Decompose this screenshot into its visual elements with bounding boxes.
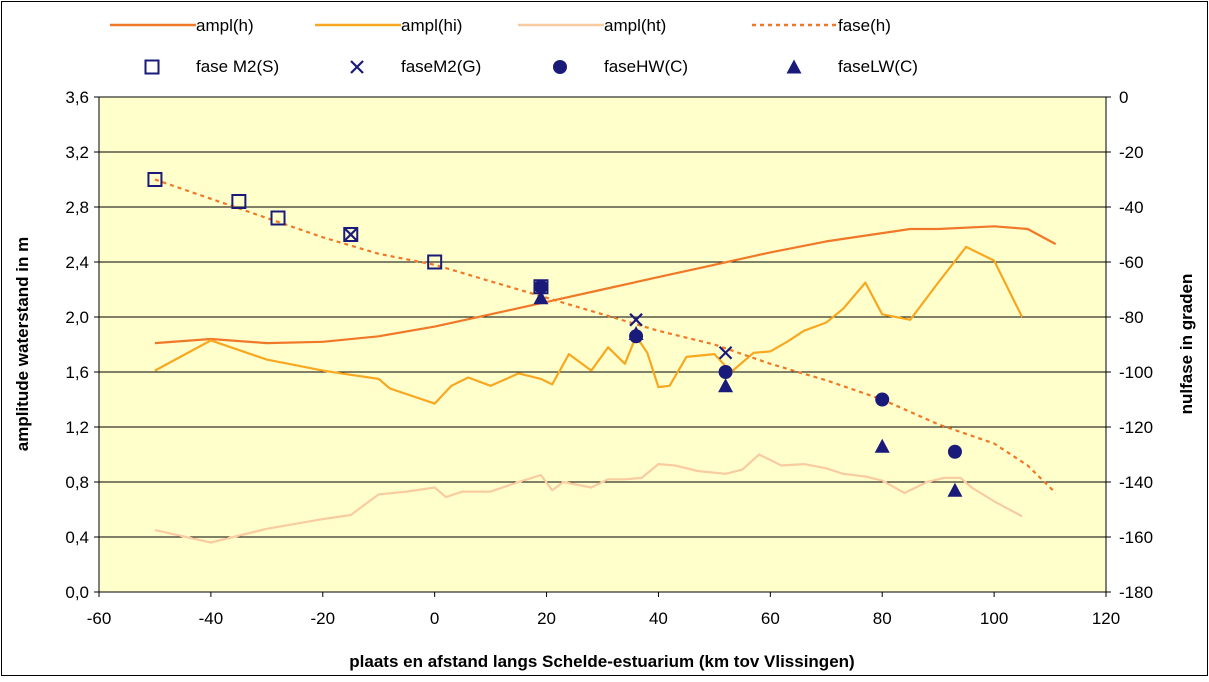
legend-label: ampl(ht) (604, 16, 666, 35)
data-point (533, 279, 548, 294)
legend-item: fase(h) (752, 16, 891, 35)
series-layer (147, 172, 1057, 544)
y-tick-label: 0,8 (65, 473, 89, 492)
series-faselw-c (533, 290, 963, 497)
x-tick-label: 80 (873, 609, 892, 628)
data-point (147, 172, 163, 187)
y-axis-label: amplitude waterstand in m (13, 237, 32, 451)
legend-item: faseLW(C) (786, 57, 918, 76)
y-tick-label: 0,4 (65, 528, 89, 547)
marker-stroke (718, 345, 733, 360)
legend-item: ampl(hi) (315, 16, 462, 35)
legend: ampl(h) ampl(hi) ampl(ht) fase(h) fase M2(S)… (110, 16, 918, 76)
series-fasem2-g (343, 227, 733, 360)
y-tick-label: 2,8 (65, 198, 89, 217)
data-point (343, 227, 358, 242)
data-point (533, 290, 549, 305)
legend-swatch (350, 60, 364, 74)
x-tick-label: 0 (430, 609, 439, 628)
series-fase-h (154, 178, 1057, 494)
y-tick-label: 3,2 (65, 143, 89, 162)
y-tick-label: 1,6 (65, 363, 89, 382)
legend-label: fase M2(S) (196, 57, 279, 76)
data-point (874, 438, 890, 453)
legend-item: faseHW(C) (553, 57, 688, 76)
y2-tick-label: 0 (1119, 88, 1128, 107)
x-tick-label: 120 (1092, 609, 1120, 628)
axes: 0,0 0,4 0,8 1,2 1,6 2,0 2,4 2,8 3,2 3,6 -180 -160 -1… (65, 88, 1153, 628)
y2-tick-label: -60 (1119, 253, 1144, 272)
data-point (343, 227, 359, 242)
y2-tick-label: -20 (1119, 143, 1144, 162)
series-ampl-h (154, 225, 1057, 345)
x-tick-label: -60 (87, 609, 112, 628)
data-point (231, 194, 247, 209)
data-point (629, 312, 643, 327)
data-point (628, 326, 644, 340)
data-point (718, 345, 733, 360)
data-point (875, 392, 890, 407)
legend-swatch (144, 59, 160, 75)
legend-label: faseHW(C) (604, 57, 688, 76)
legend-swatch (553, 60, 567, 74)
y-tick-label: 3,6 (65, 88, 89, 107)
data-point (718, 365, 733, 379)
gridlines (99, 151, 1106, 538)
marker-stroke (350, 60, 364, 74)
series-ampl-ht (154, 453, 1023, 544)
x-tick-label: 40 (649, 609, 668, 628)
y2-tick-label: -100 (1119, 363, 1153, 382)
marker-stroke (629, 312, 643, 327)
y-tick-label: 2,4 (65, 253, 89, 272)
legend-label: ampl(h) (196, 16, 254, 35)
legend-item: ampl(h) (110, 16, 254, 35)
legend-label: fase(h) (838, 16, 891, 35)
legend-swatch (786, 59, 802, 74)
y2-tick-label: -120 (1119, 418, 1153, 437)
y2-tick-label: -180 (1119, 583, 1153, 602)
x-tick-label: 60 (761, 609, 780, 628)
y-tick-label: 2,0 (65, 308, 89, 327)
x-tick-label: -20 (310, 609, 335, 628)
data-point (947, 482, 963, 497)
legend-item: faseM2(G) (350, 57, 481, 76)
y-tick-label: 0,0 (65, 583, 89, 602)
legend-item: ampl(ht) (518, 16, 666, 35)
x-tick-label: -40 (199, 609, 224, 628)
data-point (947, 444, 962, 459)
series-line (154, 178, 1057, 494)
marker-stroke (343, 227, 358, 242)
x-axis-label: plaats en afstand langs Schelde-estuariu… (349, 652, 854, 671)
legend-label: ampl(hi) (401, 16, 462, 35)
y2-axis-label: nulfase in graden (1177, 274, 1196, 415)
legend-label: faseLW(C) (838, 57, 918, 76)
y2-tick-label: -140 (1119, 473, 1153, 492)
legend-label: faseM2(G) (401, 57, 481, 76)
y-tick-label: 1,2 (65, 418, 89, 437)
y2-tick-label: -40 (1119, 198, 1144, 217)
data-point (718, 378, 734, 393)
series-line (154, 225, 1057, 345)
data-point (427, 254, 443, 270)
legend-item: fase M2(S) (144, 57, 279, 76)
y2-tick-label: -160 (1119, 528, 1153, 547)
x-tick-label: 20 (537, 609, 556, 628)
series-line (154, 453, 1023, 544)
x-tick-label: 100 (980, 609, 1008, 628)
y2-tick-label: -80 (1119, 308, 1144, 327)
plot-area (98, 96, 1107, 593)
data-point (270, 210, 286, 226)
